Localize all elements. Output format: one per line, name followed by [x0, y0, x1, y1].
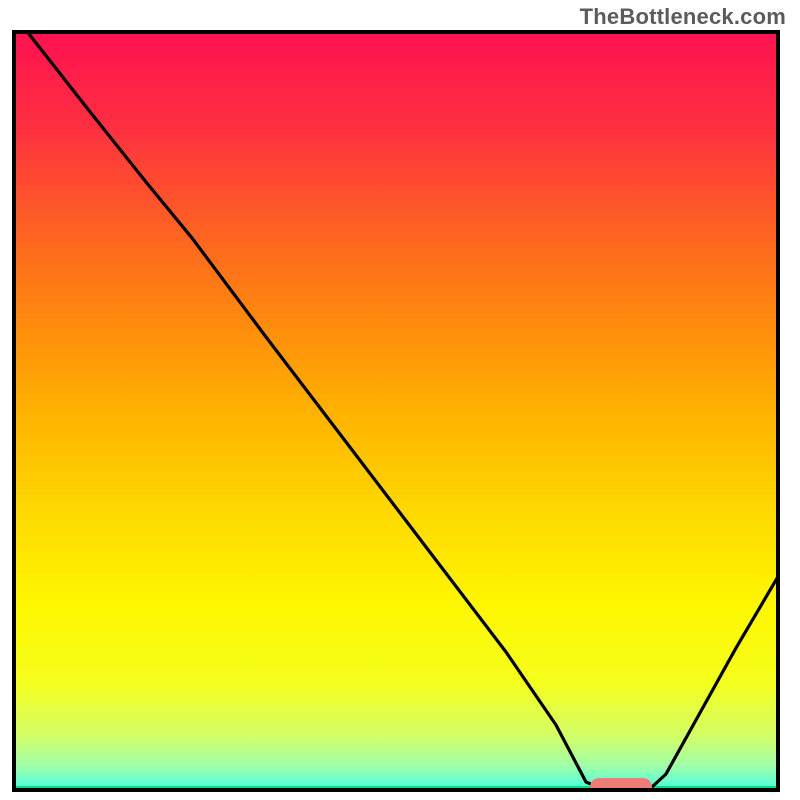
chart-svg — [16, 34, 776, 788]
chart-frame — [12, 30, 780, 792]
chart-bottom-band — [16, 786, 776, 788]
chart-series-line — [29, 34, 776, 787]
chart-plot-area — [16, 34, 776, 788]
watermark-text: TheBottleneck.com — [580, 4, 786, 30]
chart-background-gradient — [16, 34, 776, 788]
chart-target-region-marker — [590, 778, 652, 788]
